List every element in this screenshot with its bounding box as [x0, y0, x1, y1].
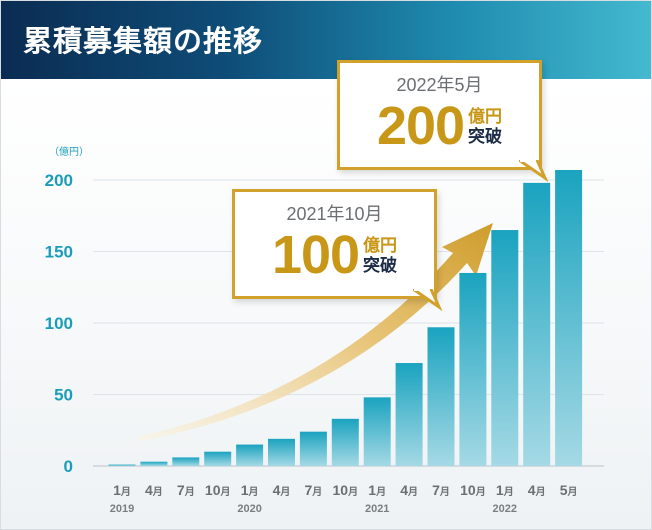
x-tick-label: 1月 [496, 482, 514, 498]
bar [363, 397, 391, 466]
x-tick-label: 7月 [432, 482, 450, 498]
bar [555, 169, 583, 467]
y-tick-label: 100 [45, 314, 73, 333]
bar [268, 438, 295, 466]
x-tick-label: 4月 [400, 482, 418, 498]
callout-200-tail [519, 160, 549, 182]
growth-arrow-icon [138, 223, 493, 441]
bar [331, 418, 359, 466]
callout-100-date: 2021年10月 [286, 204, 383, 224]
bar [395, 363, 423, 466]
x-tick-label: 7月 [177, 482, 195, 498]
y-tick-label: 0 [64, 457, 73, 476]
y-unit-label: （億円） [49, 145, 89, 158]
callout-100-unit-line1: 億円 [363, 236, 398, 256]
bar [491, 230, 519, 466]
callout-100-tail [413, 289, 443, 311]
x-year-label: 2021 [365, 503, 389, 515]
x-year-label: 2020 [237, 503, 261, 515]
callout-200-date: 2022年5月 [396, 75, 483, 95]
bar [299, 431, 327, 466]
y-tick-label: 150 [45, 243, 73, 262]
x-tick-label: 1月 [113, 482, 131, 498]
chart-title: 累積募集額の推移 [23, 24, 264, 58]
x-tick-label: 10月 [333, 482, 359, 498]
callout-200: 2022年5月 200 億円 突破 [337, 60, 542, 170]
callout-100-value: 100 [271, 225, 360, 285]
y-tick-label: 50 [54, 386, 73, 405]
header-banner: 累積募集額の推移 [1, 1, 651, 79]
x-tick-label: 10月 [205, 482, 231, 498]
callout-100-unit: 億円 突破 [363, 236, 397, 276]
bar [236, 444, 264, 466]
bar [459, 272, 487, 466]
x-tick-label: 1月 [368, 482, 386, 498]
callout-200-unit-line2: 突破 [468, 127, 503, 147]
x-tick-label: 10月 [460, 482, 486, 498]
x-tick-label: 4月 [145, 482, 163, 498]
x-tick-label: 7月 [305, 482, 323, 498]
bar [427, 327, 455, 466]
x-year-label: 2022 [493, 503, 517, 515]
x-tick-label: 4月 [528, 482, 546, 498]
x-tick-label: 1月 [241, 482, 259, 498]
bar [204, 451, 232, 466]
callout-200-unit: 億円 突破 [468, 107, 502, 147]
bar [140, 461, 168, 466]
callout-100-unit-line2: 突破 [363, 256, 398, 276]
x-tick-label: 5月 [560, 482, 578, 498]
callout-200-value: 200 [376, 96, 465, 156]
y-tick-label: 200 [45, 171, 73, 190]
x-tick-label: 4月 [273, 482, 291, 498]
callout-200-unit-line1: 億円 [468, 107, 503, 127]
callout-100: 2021年10月 100 億円 突破 [232, 189, 437, 299]
bar [523, 182, 551, 467]
x-year-label: 2019 [110, 503, 134, 515]
bar [108, 464, 136, 466]
bar [172, 457, 200, 466]
